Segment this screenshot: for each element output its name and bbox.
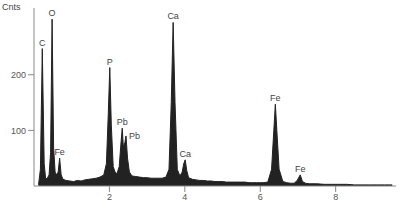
svg-text:6: 6 <box>258 192 263 202</box>
svg-text:8: 8 <box>333 192 338 202</box>
svg-text:100: 100 <box>11 126 26 136</box>
svg-text:Fe: Fe <box>270 93 281 103</box>
svg-text:2: 2 <box>107 192 112 202</box>
svg-text:Ca: Ca <box>179 149 191 159</box>
svg-text:Pb: Pb <box>129 131 140 141</box>
svg-text:Fe: Fe <box>54 147 65 157</box>
svg-text:4: 4 <box>182 192 187 202</box>
svg-text:Fe: Fe <box>295 164 306 174</box>
svg-text:C: C <box>39 38 46 48</box>
svg-text:Pb: Pb <box>117 117 128 127</box>
svg-text:O: O <box>49 8 56 18</box>
html-text:Cnts: Cnts <box>2 2 21 12</box>
svg-text:Ca: Ca <box>167 11 179 21</box>
svg-text:P: P <box>107 57 113 67</box>
svg-text:200: 200 <box>11 70 26 80</box>
